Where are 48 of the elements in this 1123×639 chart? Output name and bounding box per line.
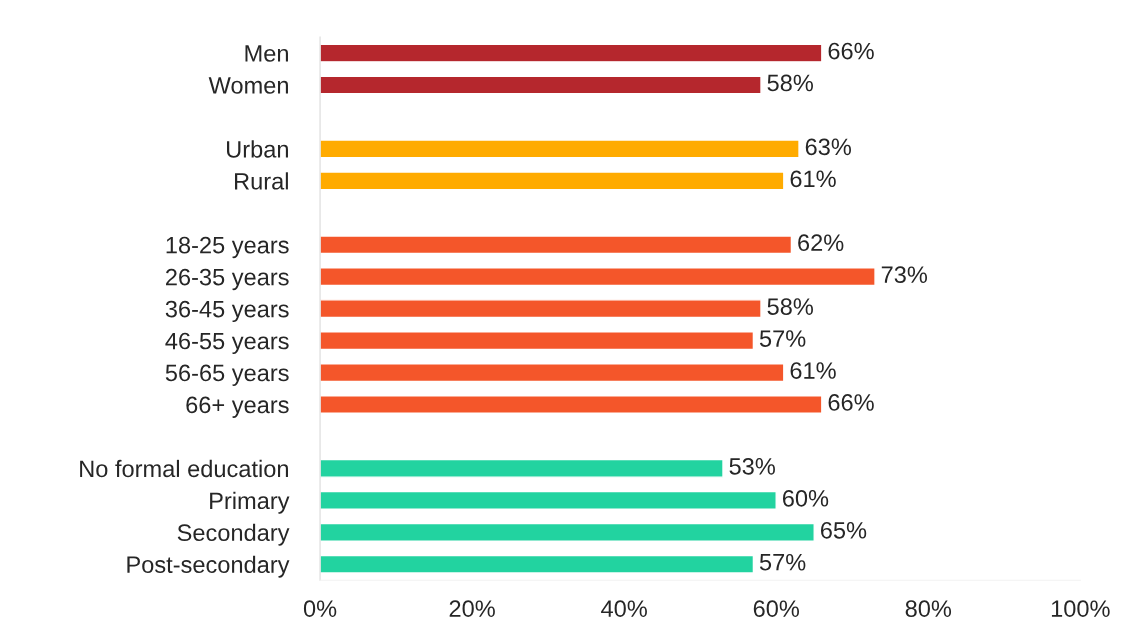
bar	[320, 171, 785, 191]
y-tick-label: 46-55 years	[165, 332, 289, 355]
data-label: 73%	[881, 266, 928, 284]
data-label: 57%	[759, 553, 806, 571]
data-label: 60%	[782, 489, 829, 507]
y-tick-label: Men	[245, 45, 288, 62]
x-tick-label: 80%	[905, 600, 952, 617]
data-label: 53%	[729, 458, 775, 475]
bar	[320, 331, 755, 351]
data-label: 61%	[790, 170, 836, 188]
x-tick-label: 100%	[1051, 600, 1110, 617]
y-tick-label: 26-35 years	[166, 268, 289, 291]
bar	[320, 139, 800, 159]
bar	[320, 299, 762, 319]
bar	[320, 554, 755, 574]
y-tick-label: 56-65 years	[165, 364, 289, 386]
bar	[320, 490, 777, 510]
y-tick-label: Primary	[210, 491, 290, 514]
data-label: 58%	[767, 298, 813, 315]
y-tick-label: Post-secondary	[127, 555, 290, 578]
bar	[320, 363, 785, 383]
data-label: 63%	[805, 138, 851, 156]
bar	[320, 267, 876, 287]
data-label: 61%	[790, 362, 836, 379]
data-label: 62%	[798, 234, 844, 252]
y-tick-label: 18-25 years	[166, 236, 289, 259]
bar	[320, 43, 823, 63]
x-tick-label: 0%	[303, 600, 337, 617]
y-tick-label: 36-45 years	[165, 300, 289, 323]
data-label: 66%	[828, 42, 874, 60]
data-label: 58%	[767, 74, 813, 92]
data-label: 65%	[820, 521, 867, 539]
y-tick-label: Rural	[235, 172, 288, 190]
bar	[320, 75, 762, 95]
bar	[320, 522, 815, 542]
bar	[320, 395, 823, 414]
x-tick-label: 40%	[601, 600, 647, 617]
data-label: 57%	[759, 330, 806, 347]
y-tick-label: Secondary	[177, 523, 290, 546]
bar	[320, 458, 724, 478]
y-tick-label: No formal education	[80, 459, 288, 478]
data-label: 66%	[828, 394, 874, 411]
y-tick-label: Urban	[227, 140, 288, 158]
x-tick-label: 20%	[449, 600, 495, 617]
y-tick-label: 66+ years	[186, 396, 289, 418]
y-tick-label: Women	[208, 77, 288, 94]
bar	[320, 235, 793, 255]
x-tick-label: 60%	[753, 600, 800, 617]
